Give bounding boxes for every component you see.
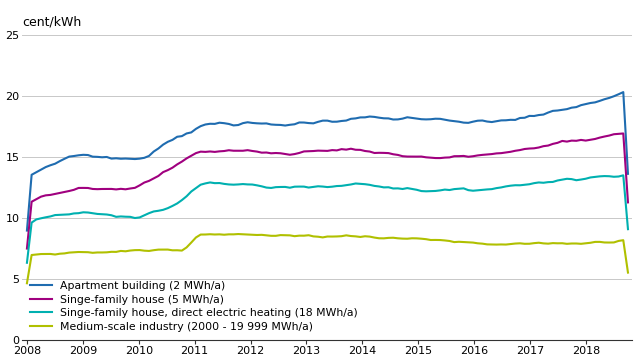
Apartment building (2 MWh/a): [380, 116, 388, 121]
Singe-family house, direct electric heating (18 MWh/a): [549, 180, 557, 184]
Singe-family house (5 MWh/a): [51, 192, 59, 196]
Apartment building (2 MWh/a): [23, 228, 31, 233]
Medium-scale industry (2000 - 19 999 MWh/a): [385, 236, 392, 240]
Singe-family house (5 MWh/a): [380, 151, 388, 155]
Apartment building (2 MWh/a): [338, 119, 345, 123]
Medium-scale industry (2000 - 19 999 MWh/a): [188, 240, 195, 245]
Singe-family house (5 MWh/a): [549, 142, 557, 146]
Line: Apartment building (2 MWh/a): Apartment building (2 MWh/a): [27, 92, 628, 231]
Singe-family house, direct electric heating (18 MWh/a): [498, 185, 505, 190]
Medium-scale industry (2000 - 19 999 MWh/a): [624, 270, 632, 275]
Apartment building (2 MWh/a): [51, 161, 59, 166]
Legend: Apartment building (2 MWh/a), Singe-family house (5 MWh/a), Singe-family house, : Apartment building (2 MWh/a), Singe-fami…: [26, 277, 362, 336]
Text: cent/kWh: cent/kWh: [22, 16, 82, 29]
Singe-family house, direct electric heating (18 MWh/a): [51, 213, 59, 217]
Singe-family house (5 MWh/a): [338, 147, 345, 151]
Apartment building (2 MWh/a): [619, 90, 627, 94]
Singe-family house (5 MWh/a): [624, 200, 632, 205]
Singe-family house (5 MWh/a): [619, 131, 627, 136]
Singe-family house, direct electric heating (18 MWh/a): [23, 261, 31, 265]
Medium-scale industry (2000 - 19 999 MWh/a): [23, 281, 31, 285]
Medium-scale industry (2000 - 19 999 MWh/a): [343, 233, 350, 237]
Apartment building (2 MWh/a): [188, 130, 195, 135]
Line: Medium-scale industry (2000 - 19 999 MWh/a): Medium-scale industry (2000 - 19 999 MWh…: [27, 234, 628, 283]
Singe-family house, direct electric heating (18 MWh/a): [619, 173, 627, 177]
Medium-scale industry (2000 - 19 999 MWh/a): [554, 241, 561, 245]
Singe-family house (5 MWh/a): [23, 247, 31, 251]
Singe-family house (5 MWh/a): [188, 153, 195, 158]
Line: Singe-family house, direct electric heating (18 MWh/a): Singe-family house, direct electric heat…: [27, 175, 628, 263]
Singe-family house (5 MWh/a): [498, 151, 505, 155]
Singe-family house, direct electric heating (18 MWh/a): [380, 185, 388, 190]
Singe-family house, direct electric heating (18 MWh/a): [338, 184, 345, 188]
Singe-family house, direct electric heating (18 MWh/a): [188, 189, 195, 194]
Apartment building (2 MWh/a): [624, 172, 632, 176]
Medium-scale industry (2000 - 19 999 MWh/a): [51, 252, 59, 257]
Medium-scale industry (2000 - 19 999 MWh/a): [234, 232, 242, 236]
Apartment building (2 MWh/a): [549, 109, 557, 113]
Line: Singe-family house (5 MWh/a): Singe-family house (5 MWh/a): [27, 134, 628, 249]
Singe-family house, direct electric heating (18 MWh/a): [624, 227, 632, 231]
Medium-scale industry (2000 - 19 999 MWh/a): [502, 243, 510, 247]
Apartment building (2 MWh/a): [498, 118, 505, 123]
